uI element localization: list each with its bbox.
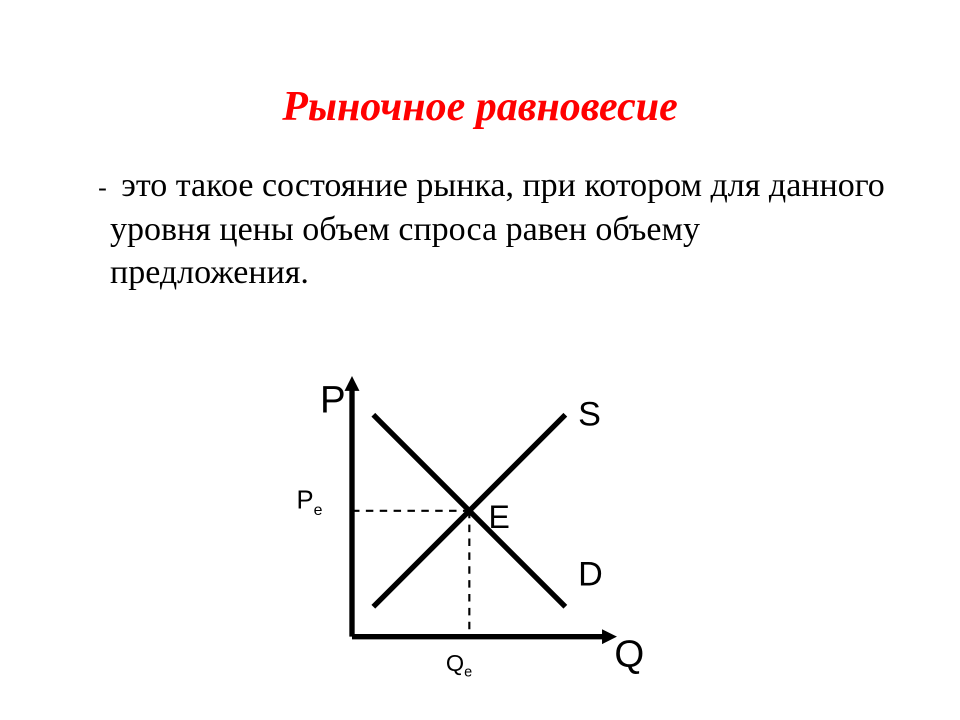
- definition-content: это такое состояние рынка, при котором д…: [110, 167, 885, 291]
- definition-text: - это такое состояние рынка, при котором…: [70, 164, 890, 295]
- y-axis-arrow: [345, 376, 360, 391]
- leading-hyphen: -: [98, 173, 107, 202]
- equilibrium-chart: P Q S D E Pe Qe: [270, 370, 690, 690]
- slide-title: Рыночное равновесие: [0, 83, 960, 131]
- label-S: S: [578, 395, 601, 433]
- chart-svg: P Q S D E Pe Qe: [270, 370, 690, 690]
- label-E: E: [489, 499, 510, 535]
- label-Pe: Pe: [297, 487, 323, 519]
- label-Q: Q: [614, 633, 644, 676]
- label-Qe: Qe: [446, 650, 472, 681]
- slide: Рыночное равновесие - это такое состояни…: [0, 0, 960, 720]
- title-text: Рыночное равновесие: [282, 84, 678, 130]
- label-P: P: [320, 379, 346, 422]
- label-D: D: [578, 555, 603, 593]
